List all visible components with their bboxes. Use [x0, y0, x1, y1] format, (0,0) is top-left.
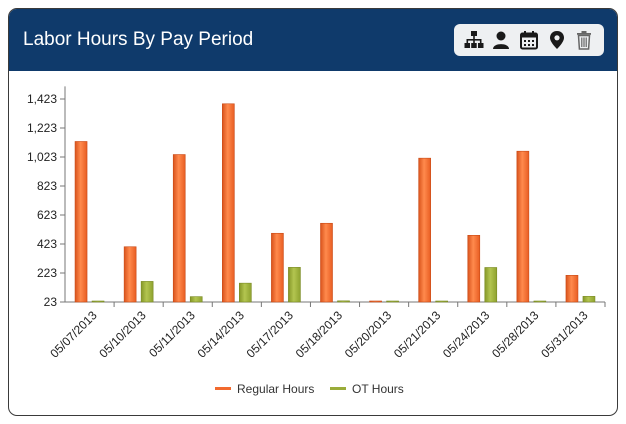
ot-hours-bar — [484, 267, 498, 303]
legend-label-ot: OT Hours — [352, 382, 404, 396]
regular-hours-bar — [565, 275, 579, 303]
legend-label-regular: Regular Hours — [237, 382, 314, 396]
ot-hours-bar — [337, 300, 350, 303]
x-tick-label: 05/10/2013 — [96, 308, 149, 361]
x-tick-label: 05/20/2013 — [342, 308, 395, 361]
regular-hours-bar — [172, 154, 186, 303]
x-tick-label: 05/21/2013 — [391, 308, 444, 361]
y-tick-label: 823 — [37, 179, 57, 193]
ot-hours-bar — [435, 300, 448, 303]
y-tick-label: 423 — [37, 237, 57, 251]
regular-hours-bar — [418, 157, 431, 303]
y-tick-label: 623 — [37, 208, 57, 222]
x-tick-label: 05/18/2013 — [293, 308, 346, 361]
calendar-icon[interactable] — [518, 29, 540, 51]
ot-hours-bar — [239, 282, 252, 303]
legend-swatch-regular — [215, 387, 231, 390]
ot-hours-bar — [91, 300, 105, 303]
ot-hours-bar — [288, 267, 301, 303]
chart-panel: Labor Hours By Pay Period — [8, 8, 618, 416]
trash-icon[interactable] — [573, 29, 595, 51]
y-tick-label: 1,023 — [27, 150, 57, 164]
panel-toolbar — [454, 24, 604, 56]
regular-hours-bar — [271, 232, 284, 303]
legend-swatch-ot — [330, 387, 346, 390]
ot-hours-bar — [189, 296, 203, 303]
x-tick-label: 05/14/2013 — [195, 308, 248, 361]
regular-hours-bar — [320, 222, 333, 303]
regular-hours-bar — [516, 150, 530, 303]
regular-hours-bar — [74, 141, 88, 303]
panel-header: Labor Hours By Pay Period — [9, 9, 617, 71]
person-icon[interactable] — [490, 29, 512, 51]
ot-hours-bar — [140, 281, 154, 303]
org-chart-icon[interactable] — [463, 29, 485, 51]
ot-hours-bar — [533, 300, 547, 303]
x-tick-label: 05/17/2013 — [244, 308, 297, 361]
regular-hours-bar — [369, 300, 382, 303]
regular-hours-bar — [222, 103, 235, 303]
location-pin-icon[interactable] — [546, 29, 568, 51]
ot-hours-bar — [386, 300, 399, 303]
x-tick-label: 05/11/2013 — [146, 308, 198, 360]
y-tick-label: 1,223 — [27, 121, 57, 135]
x-tick-label: 05/24/2013 — [440, 308, 493, 361]
y-tick-label: 23 — [44, 295, 58, 309]
y-tick-label: 1,423 — [27, 92, 57, 106]
regular-hours-bar — [123, 246, 137, 303]
y-tick-label: 223 — [37, 266, 57, 280]
panel-title: Labor Hours By Pay Period — [23, 29, 254, 50]
regular-hours-bar — [467, 235, 481, 303]
x-tick-label: 05/07/2013 — [47, 308, 100, 361]
x-tick-label: 05/28/2013 — [489, 308, 542, 361]
x-tick-label: 05/31/2013 — [538, 308, 591, 361]
ot-hours-bar — [582, 296, 596, 303]
